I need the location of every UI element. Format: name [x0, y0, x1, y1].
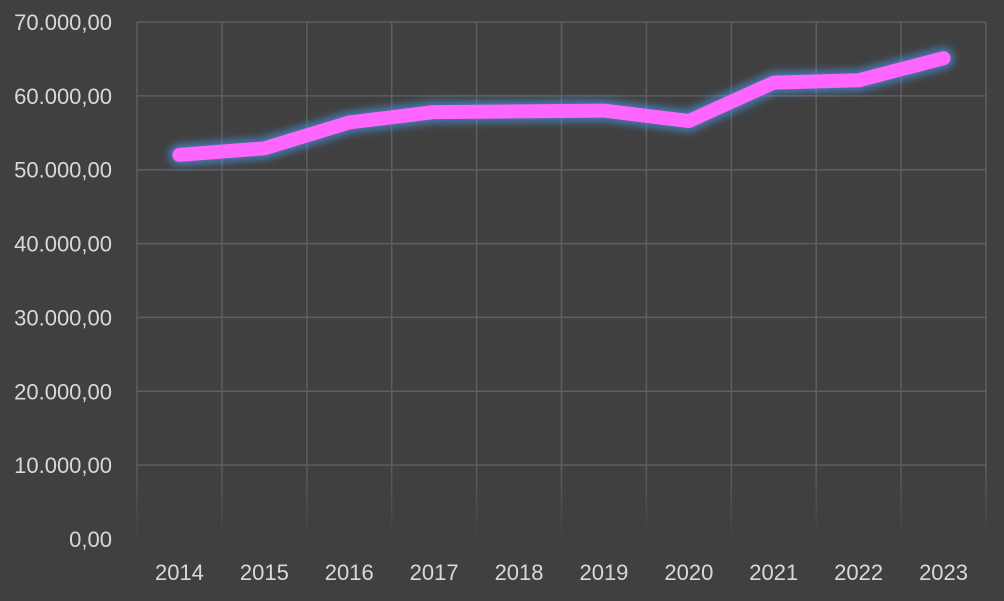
grid-fade — [135, 465, 988, 541]
y-tick-label: 60.000,00 — [14, 84, 112, 109]
y-axis-tick-labels: 0,00 10.000,00 20.000,00 30.000,00 40.000,00… — [14, 10, 112, 552]
y-tick-label: 50.000,00 — [14, 158, 112, 183]
x-tick-label: 2019 — [579, 560, 628, 585]
x-tick-label: 2020 — [664, 560, 713, 585]
x-tick-label: 2015 — [240, 560, 289, 585]
y-tick-label: 30.000,00 — [14, 305, 112, 330]
x-tick-label: 2021 — [749, 560, 798, 585]
x-tick-label: 2016 — [325, 560, 374, 585]
x-tick-label: 2022 — [834, 560, 883, 585]
series-layer — [168, 47, 955, 166]
grid-layer — [135, 21, 988, 541]
y-tick-label: 10.000,00 — [14, 453, 112, 478]
x-tick-label: 2014 — [155, 560, 204, 585]
y-tick-label: 70.000,00 — [14, 10, 112, 35]
y-tick-label: 20.000,00 — [14, 379, 112, 404]
y-tick-label: 0,00 — [69, 527, 112, 552]
series-line — [172, 51, 951, 162]
x-axis-tick-labels: 2014 2015 2016 2017 2018 2019 2020 2021 2022 2023 — [155, 560, 968, 585]
y-tick-label: 40.000,00 — [14, 232, 112, 257]
x-tick-label: 2018 — [495, 560, 544, 585]
x-tick-label: 2023 — [919, 560, 968, 585]
x-tick-label: 2017 — [410, 560, 459, 585]
